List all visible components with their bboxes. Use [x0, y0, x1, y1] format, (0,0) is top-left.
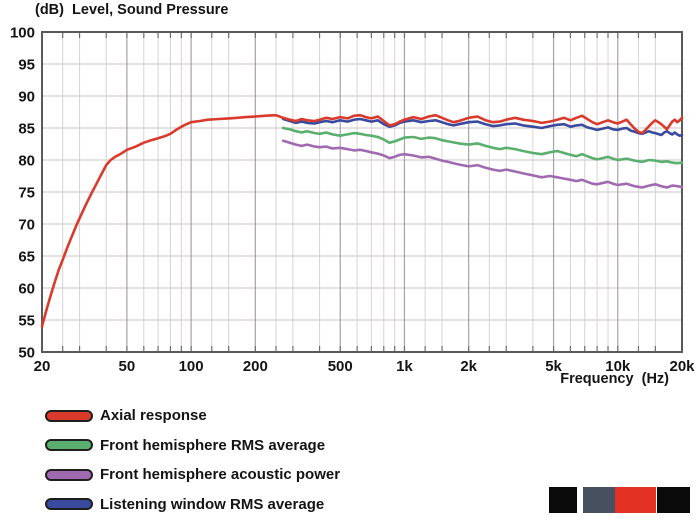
svg-text:1k: 1k: [396, 358, 413, 375]
legend-item-front-hemisphere-rms: Front hemisphere RMS average: [45, 436, 340, 455]
legend-item-front-hemisphere-acoustic-power: Front hemisphere acoustic power: [45, 465, 340, 484]
svg-text:500: 500: [328, 358, 353, 375]
legend-label: Front hemisphere acoustic power: [100, 466, 341, 483]
legend-label: Listening window RMS average: [100, 495, 325, 513]
listening-window-rms-swatch-icon: [45, 498, 93, 510]
svg-text:20k: 20k: [669, 358, 695, 375]
publisher-logo-block-slate: [583, 487, 615, 513]
svg-text:75: 75: [18, 185, 35, 202]
svg-text:60: 60: [18, 281, 35, 298]
legend-item-listening-window-rms: Listening window RMS average: [45, 495, 340, 514]
svg-text:100: 100: [10, 25, 35, 42]
front-hemisphere-rms-swatch-icon: [45, 439, 93, 451]
axial-response-swatch-icon: [45, 409, 93, 422]
svg-text:50: 50: [18, 345, 35, 362]
svg-text:70: 70: [18, 217, 35, 234]
publisher-logo-wordmark: [615, 487, 656, 513]
svg-text:2k: 2k: [460, 358, 477, 375]
svg-text:85: 85: [18, 121, 35, 138]
legend-item-axial-response: Axial response: [45, 406, 340, 425]
svg-text:80: 80: [18, 153, 35, 170]
svg-text:90: 90: [18, 89, 35, 106]
svg-text:65: 65: [18, 249, 35, 266]
svg-text:95: 95: [18, 57, 35, 74]
front-hemisphere-acoustic-power-swatch-icon: [45, 468, 93, 481]
svg-text:20: 20: [34, 358, 51, 375]
publisher-logo-block-left: [549, 487, 577, 513]
svg-text:200: 200: [243, 358, 268, 375]
chart-legend: Axial response Front hemisphere RMS aver…: [45, 406, 340, 522]
svg-text:55: 55: [18, 313, 35, 330]
x-axis-label: Frequency (Hz): [560, 371, 669, 387]
chart-title: (dB) Level, Sound Pressure: [35, 2, 229, 18]
legend-label: Axial response: [100, 407, 207, 424]
svg-text:50: 50: [119, 358, 136, 375]
svg-text:100: 100: [179, 358, 204, 375]
legend-label: Front hemisphere RMS average: [100, 436, 326, 454]
svg-text:5k: 5k: [545, 358, 562, 375]
svg-text:10k: 10k: [605, 358, 631, 375]
publisher-logo-block-right: [657, 487, 690, 513]
